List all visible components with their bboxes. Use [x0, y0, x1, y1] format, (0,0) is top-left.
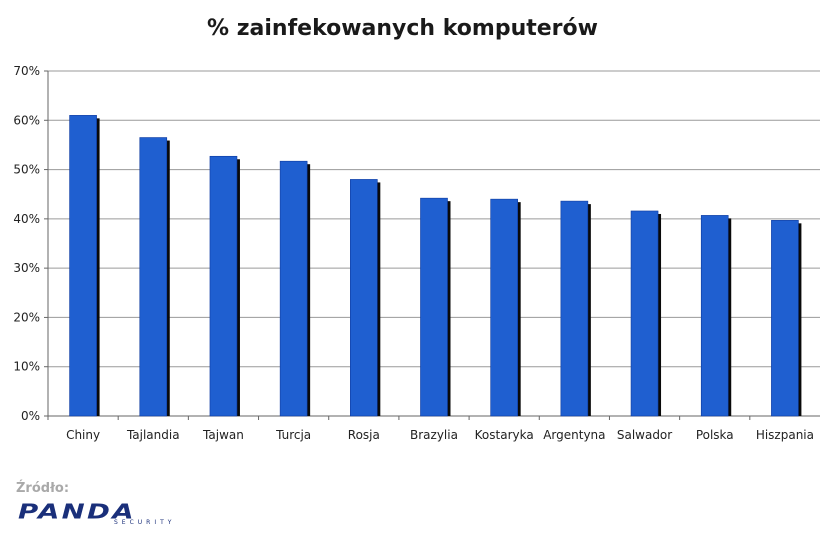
y-tick-labels: 0% 10% 20% 30% 40% 50% 60% 70% [13, 64, 40, 423]
bar [700, 215, 729, 417]
bar [69, 115, 97, 417]
y-tick-label: 60% [13, 113, 40, 127]
bar [490, 198, 518, 417]
y-tick-label: 50% [13, 163, 40, 177]
category-label: Chiny [66, 428, 100, 442]
y-tick-label: 10% [13, 360, 40, 374]
y-tick-label: 70% [13, 64, 40, 78]
y-tick-label: 20% [13, 310, 40, 324]
chart-title: % zainfekowanych komputerów [207, 16, 598, 41]
bar [350, 179, 378, 417]
bars [69, 115, 802, 417]
category-labels: Chiny Tajlandia Tajwan Turcja Rosja Brazylia K… [66, 428, 814, 442]
bar [139, 137, 168, 417]
category-label: Polska [696, 428, 734, 442]
logo-text: PANDA [18, 500, 136, 524]
bar-chart: 0% 10% 20% 30% 40% 50% 60% 70% Chiny Tajlandia Ta… [13, 64, 820, 442]
bar [560, 200, 589, 417]
logo-subtext: SECURITY [114, 519, 175, 526]
bar [279, 160, 308, 417]
panda-security-logo: PANDA SECURITY [18, 500, 175, 526]
category-label: Tajlandia [126, 428, 180, 442]
y-tick-label: 40% [13, 212, 40, 226]
category-label: Salwador [617, 428, 672, 442]
category-label: Brazylia [410, 428, 458, 442]
bar [630, 210, 659, 417]
category-label: Argentyna [543, 428, 605, 442]
category-label: Hiszpania [756, 428, 814, 442]
category-label: Rosja [348, 428, 380, 442]
source-label: Źródło: [16, 481, 70, 496]
y-tick-label: 30% [13, 261, 40, 275]
bar [420, 197, 448, 417]
y-tick-label: 0% [21, 409, 40, 423]
category-label: Tajwan [202, 428, 244, 442]
category-label: Turcja [275, 428, 311, 442]
bar [771, 220, 799, 417]
category-label: Kostaryka [475, 428, 534, 442]
bar [209, 155, 238, 417]
